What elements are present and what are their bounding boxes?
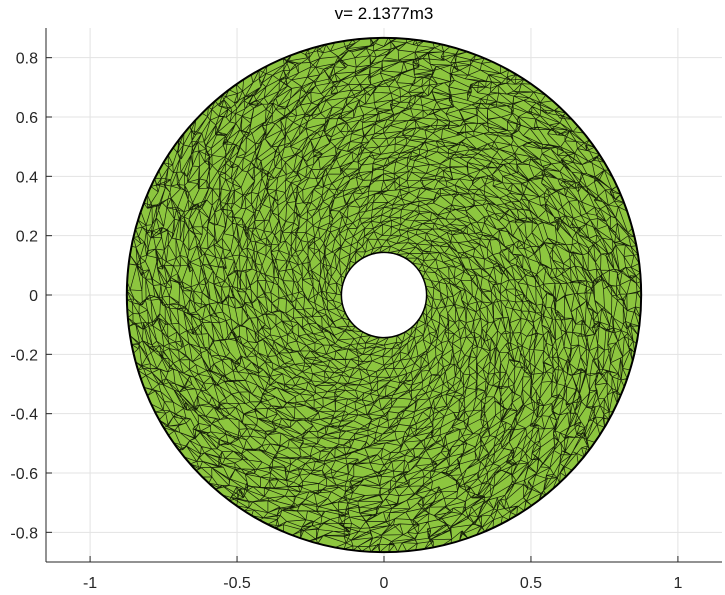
y-tick-label-6: -0.4 [10, 407, 38, 424]
y-tick-label-2: 0.4 [16, 169, 38, 186]
x-tick-label-3: 0.5 [520, 575, 542, 592]
x-tick-label-2: 0 [380, 575, 389, 592]
mesh-annulus [125, 36, 643, 554]
y-tick-label-0: 0.8 [16, 51, 38, 68]
x-tick-label-1: -0.5 [223, 575, 251, 592]
x-tick-label-4: 1 [673, 575, 682, 592]
y-tick-label-1: 0.6 [16, 110, 38, 127]
axes [45, 28, 722, 563]
tick-labels: -1 -0.5 0 0.5 1 0.8 0.6 0.4 0.2 0 -0.2 -0.4 -0.6 -0.8 [10, 51, 682, 592]
mesh-inner-hole [340, 251, 428, 339]
y-tick-label-8: -0.8 [10, 525, 38, 542]
y-tick-label-5: -0.2 [10, 347, 38, 364]
mesh-outer-boundary [125, 36, 643, 554]
chart-title: v= 2.1377m3 [335, 4, 434, 23]
y-tick-label-3: 0.2 [16, 229, 38, 246]
y-tick-label-7: -0.6 [10, 466, 38, 483]
x-tick-label-0: -1 [83, 575, 97, 592]
y-tick-label-4: 0 [29, 288, 38, 305]
